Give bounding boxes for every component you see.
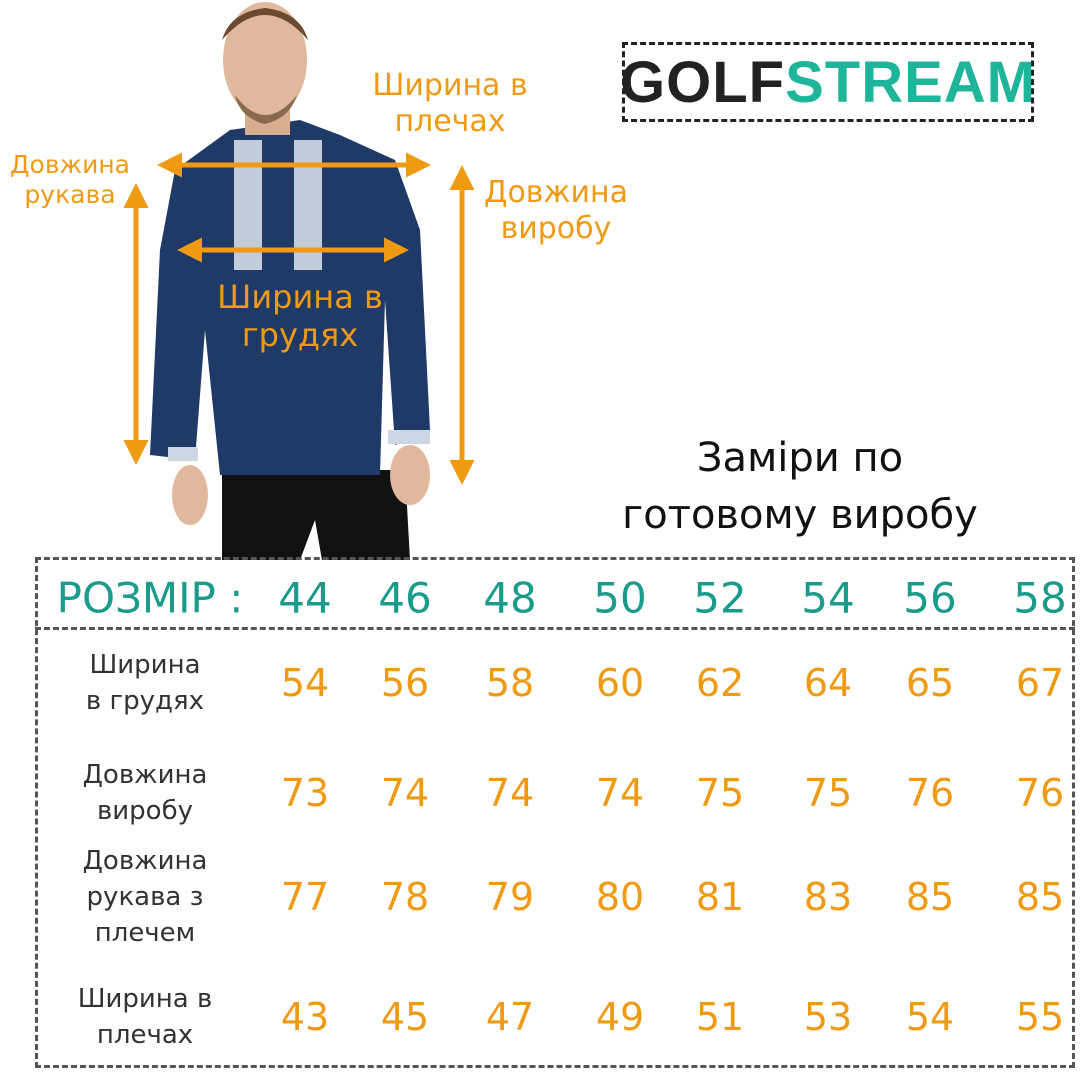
table-cell: 43 [280, 995, 330, 1039]
table-cell: 83 [803, 875, 853, 919]
table-cell: 85 [1015, 875, 1065, 919]
header-divider [35, 627, 1075, 630]
table-cell: 62 [695, 661, 745, 705]
row-label: Довжина виробу [83, 757, 208, 829]
table-cell: 85 [905, 875, 955, 919]
table-cell: 67 [1015, 661, 1065, 705]
table-cell: 78 [380, 875, 430, 919]
row-label-line: плечах [96, 1020, 194, 1050]
table-cell: 75 [803, 771, 853, 815]
row-label-line: Ширина в [77, 984, 213, 1014]
logo-part1: GOLF [620, 49, 786, 115]
table-cell: 80 [595, 875, 645, 919]
table-cell: 75 [695, 771, 745, 815]
size-header-label: РОЗМІР : [56, 573, 244, 623]
table-cell: 74 [595, 771, 645, 815]
size-header-cell: 58 [1013, 573, 1067, 623]
table-cell: 65 [905, 661, 955, 705]
measurement-arrows [123, 152, 475, 485]
size-header-cell: 44 [278, 573, 332, 623]
table-cell: 47 [485, 995, 535, 1039]
brand-logo: GOLF STREAM [620, 42, 1036, 122]
label-shoulder-width: Ширина в плечах [372, 68, 528, 139]
row-label: Довжина рукава з плечем [83, 843, 208, 951]
table-cell: 64 [803, 661, 853, 705]
table-cell: 77 [280, 875, 330, 919]
table-cell: 76 [905, 771, 955, 815]
row-label-line: виробу [96, 796, 194, 826]
row-label-line: Довжина [82, 846, 208, 876]
page-title: Заміри по готовому виробу [560, 430, 1040, 544]
table-cell: 74 [485, 771, 535, 815]
size-table [35, 557, 1075, 1068]
title-line2: готовому виробу [622, 492, 978, 538]
table-cell: 54 [905, 995, 955, 1039]
row-label-line: Довжина [82, 760, 208, 790]
row-label-line: Ширина [89, 650, 201, 680]
label-sleeve-length: Довжина рукава [10, 150, 130, 209]
size-header-cell: 48 [483, 573, 537, 623]
row-label-line: в грудях [85, 686, 205, 716]
table-cell: 58 [485, 661, 535, 705]
table-cell: 73 [280, 771, 330, 815]
table-cell: 49 [595, 995, 645, 1039]
title-line1: Заміри по [696, 435, 904, 481]
table-cell: 56 [380, 661, 430, 705]
table-cell: 81 [695, 875, 745, 919]
table-cell: 45 [380, 995, 430, 1039]
table-cell: 51 [695, 995, 745, 1039]
row-label: Ширина в грудях [86, 647, 204, 719]
row-label-line: рукава з [86, 882, 204, 912]
size-header-cell: 56 [903, 573, 957, 623]
logo-part2: STREAM [785, 49, 1036, 115]
size-header-cell: 50 [593, 573, 647, 623]
label-chest-width: Ширина в грудях [217, 278, 383, 355]
size-header-cell: 54 [801, 573, 855, 623]
row-label-line: плечем [94, 918, 196, 948]
label-product-length: Довжина виробу [484, 175, 628, 246]
table-cell: 53 [803, 995, 853, 1039]
size-header-cell: 52 [693, 573, 747, 623]
table-cell: 76 [1015, 771, 1065, 815]
table-cell: 79 [485, 875, 535, 919]
row-label: Ширина в плечах [78, 981, 213, 1053]
table-cell: 74 [380, 771, 430, 815]
size-header-cell: 46 [378, 573, 432, 623]
table-cell: 54 [280, 661, 330, 705]
table-cell: 60 [595, 661, 645, 705]
table-cell: 55 [1015, 995, 1065, 1039]
